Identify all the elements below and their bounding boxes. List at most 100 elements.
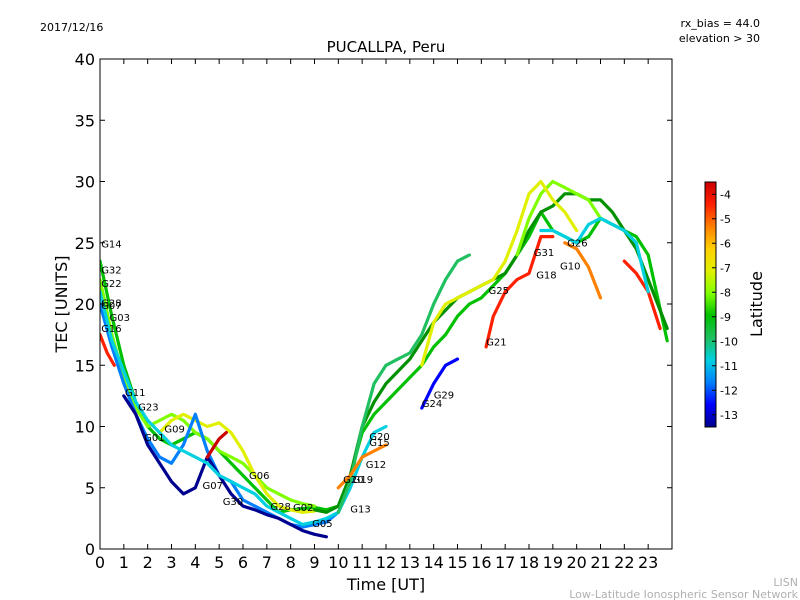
series-arc-lime <box>100 277 317 508</box>
y-tick-label: 15 <box>75 356 95 375</box>
y-tick-label: 0 <box>85 540 95 559</box>
colorbar-tick-label: -4 <box>720 188 731 201</box>
sat-label: G14 <box>101 240 121 251</box>
date-label: 2017/12/16 <box>40 21 103 34</box>
series-arc-teal2 <box>539 216 650 294</box>
colorbar-tick-label: -13 <box>720 409 738 422</box>
series-arc-yellow2 <box>420 179 579 367</box>
y-tick-label: 20 <box>75 295 95 314</box>
colorbar-tick-label: -8 <box>720 286 731 299</box>
bias-label: rx_bias = 44.0 <box>681 17 760 30</box>
sat-label: G26 <box>567 238 587 249</box>
sat-label: G32 <box>101 265 121 276</box>
series-arc-red4 <box>622 259 662 331</box>
x-tick-label: 6 <box>238 553 248 572</box>
sat-label: G24 <box>422 399 442 410</box>
plot-frame <box>99 58 673 550</box>
x-tick-label: 19 <box>543 553 563 572</box>
sat-label: G31 <box>534 248 554 259</box>
colorbar-tick-label: -9 <box>720 311 731 324</box>
x-axis-ticks: 0 1 2 3 4 5 6 7 8 9 10 11 12 13 14 15 16 17 18 19 20 21 22 23 <box>95 59 658 572</box>
x-tick-label: 15 <box>447 553 467 572</box>
chart-title: PUCALLPA, Peru <box>327 38 446 56</box>
x-tick-label: 18 <box>519 553 539 572</box>
x-tick-label: 5 <box>214 553 224 572</box>
sat-label: G06 <box>249 471 269 482</box>
sat-label: G23 <box>138 403 158 414</box>
sat-label: G10 <box>560 262 580 273</box>
x-tick-label: 16 <box>471 553 491 572</box>
series-arc-navy <box>122 394 328 539</box>
series-arc-red <box>100 333 116 367</box>
series-arc-yellow <box>158 412 317 514</box>
series-arc-red2 <box>484 235 555 349</box>
sat-label: G22 <box>101 279 121 290</box>
sat-label: G01 <box>144 433 164 444</box>
x-axis-label: Time [UT] <box>346 575 425 594</box>
x-tick-label: 14 <box>423 553 443 572</box>
sat-label: G21 <box>486 338 506 349</box>
x-tick-label: 17 <box>495 553 515 572</box>
satellite-labels: G14G32G22G28G07G03G16G11G23G09G01G07G30G… <box>101 238 587 530</box>
y-tick-label: 30 <box>75 173 95 192</box>
y-tick-label: 25 <box>75 234 95 253</box>
x-tick-label: 10 <box>328 553 348 572</box>
sat-label: G09 <box>164 425 184 436</box>
colorbar-tick-label: -5 <box>720 213 731 226</box>
colorbar-tick-label: -11 <box>720 360 738 373</box>
sat-label: G28 <box>101 298 121 309</box>
sat-label: G11 <box>125 388 145 399</box>
x-tick-label: 20 <box>566 553 586 572</box>
x-tick-label: 8 <box>286 553 296 572</box>
series-arc-blue2 <box>420 357 460 410</box>
colorbar-tick-label: -6 <box>720 237 731 250</box>
sat-label: G30 <box>223 497 243 508</box>
x-tick-label: 22 <box>614 553 634 572</box>
x-tick-label: 12 <box>376 553 396 572</box>
sat-label: G28 <box>270 502 290 513</box>
data-series-layer <box>100 179 669 539</box>
series-arc-orange2 <box>336 443 388 490</box>
x-tick-label: 21 <box>590 553 610 572</box>
sat-label: G20 <box>369 432 389 443</box>
footer-acronym: LISN <box>773 576 798 589</box>
sat-label: G02 <box>293 503 313 514</box>
footer-network: Low-Latitude Ionospheric Sensor Network <box>569 588 798 600</box>
sat-label: G05 <box>312 519 332 530</box>
colorbar-tick-label: -12 <box>720 384 738 397</box>
colorbar-ticks: -4 -5 -6 -7 -8 -9 -10 -11 -12 -13 <box>712 188 738 422</box>
series-arc-red3 <box>205 431 228 459</box>
sat-label: G20 <box>343 475 363 486</box>
y-tick-label: 35 <box>75 111 95 130</box>
x-tick-label: 23 <box>638 553 658 572</box>
sat-label: G25 <box>489 286 509 297</box>
sat-label: G07 <box>203 481 223 492</box>
y-tick-label: 5 <box>85 479 95 498</box>
x-tick-label: 7 <box>262 553 272 572</box>
x-tick-label: 1 <box>119 553 129 572</box>
colorbar <box>704 181 717 428</box>
series-arc-lime2 <box>515 179 603 257</box>
x-tick-label: 2 <box>143 553 153 572</box>
colorbar-tick-label: -7 <box>720 262 731 275</box>
y-axis-ticks: 0 5 10 15 20 25 30 35 40 <box>75 50 672 559</box>
y-tick-label: 40 <box>75 50 95 69</box>
sat-label: G03 <box>110 313 130 324</box>
sat-label: G19 <box>353 475 373 486</box>
series-arc-orange <box>563 241 603 300</box>
y-axis-label: TEC [UNITS] <box>52 256 71 354</box>
series-arc-green2 <box>336 253 471 514</box>
x-tick-label: 13 <box>400 553 420 572</box>
sat-label: G07 <box>101 301 121 312</box>
y-tick-label: 10 <box>75 418 95 437</box>
x-tick-label: 11 <box>352 553 372 572</box>
x-tick-label: 4 <box>190 553 200 572</box>
x-tick-label: 0 <box>95 553 105 572</box>
sat-label: G29 <box>434 390 454 401</box>
sat-label: G16 <box>101 324 121 335</box>
x-tick-label: 9 <box>309 553 319 572</box>
sat-label: G13 <box>350 504 370 515</box>
sat-label: G12 <box>366 460 386 471</box>
sat-label: G15 <box>369 438 389 449</box>
